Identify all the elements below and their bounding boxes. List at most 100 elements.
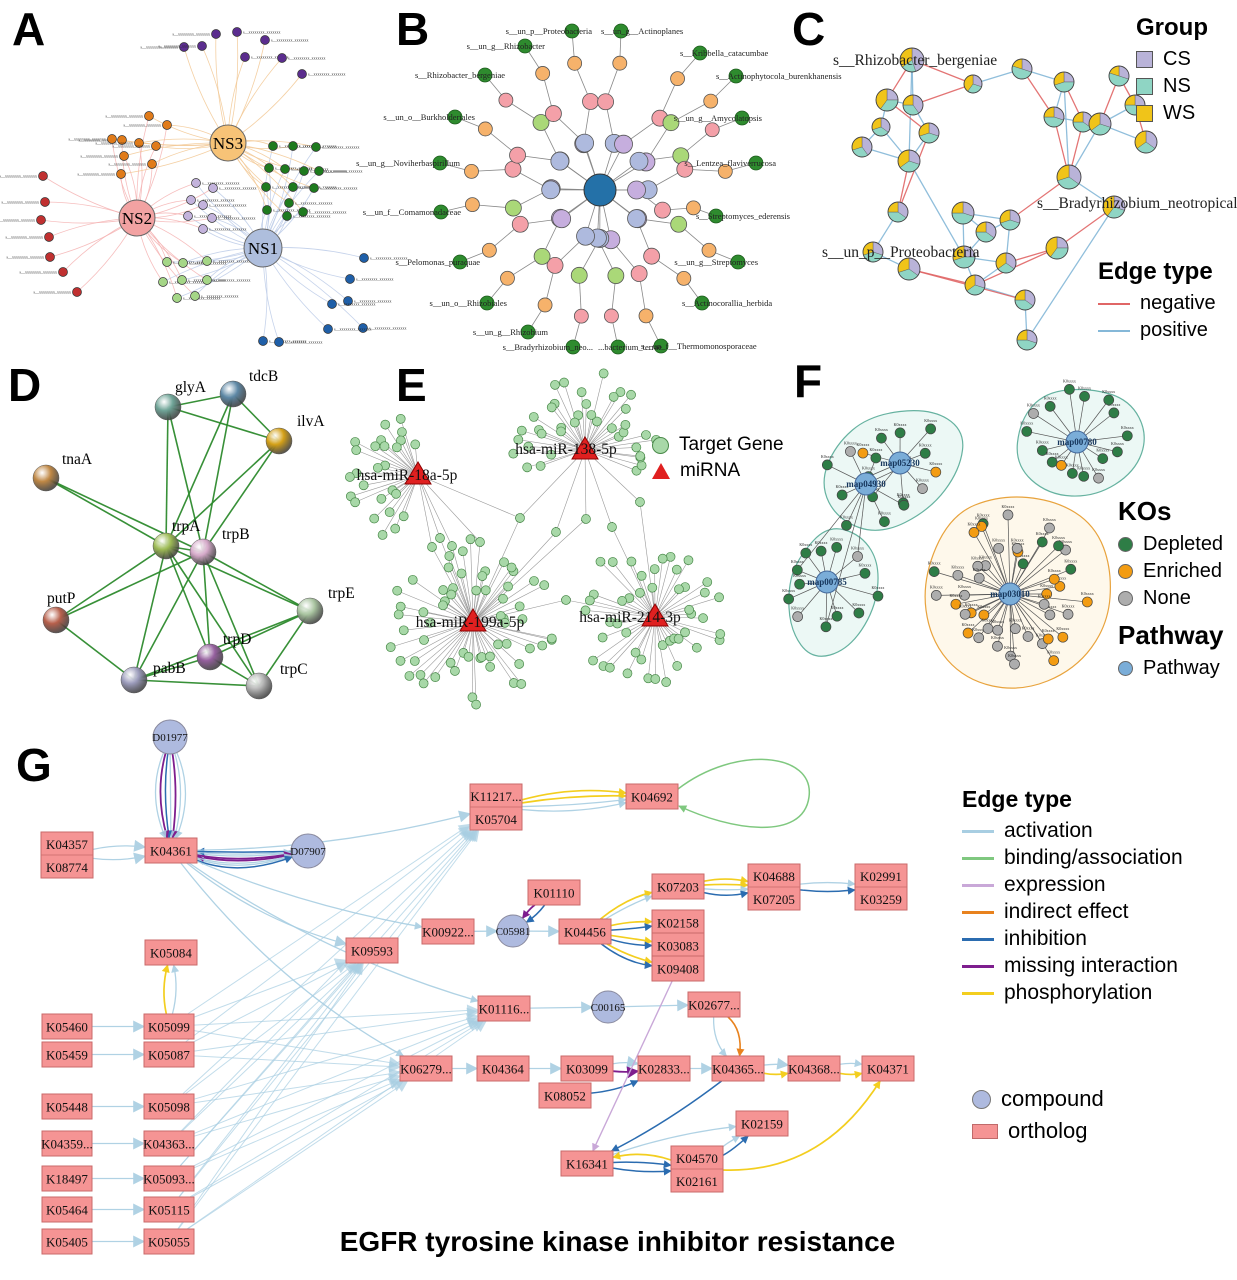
- network-label: s__xxxxxxxx_xxxxxxx: [273, 208, 311, 213]
- ortholog-node-K05464: [41, 1196, 93, 1223]
- target-gene-node: [480, 585, 491, 596]
- edge-exp: [592, 980, 673, 1152]
- edge-ind: [727, 1016, 745, 1057]
- taxon-node: [597, 93, 615, 111]
- cs-swatch: [1136, 51, 1153, 68]
- network-label: K02991: [860, 869, 902, 884]
- taxon-node: [541, 180, 561, 200]
- network-label: s__xxxxxxxx_xxxxxxx: [308, 72, 346, 77]
- taxon-node: [552, 209, 572, 229]
- network-label: s__xxxxxxxx_xxxxxxx: [105, 114, 143, 119]
- target-gene-node: [418, 678, 429, 689]
- network-label: s__xxxxxxxx_xxxxxxx: [369, 326, 407, 331]
- mirna-target-edge: [403, 621, 474, 633]
- ko-node: [815, 545, 827, 557]
- taxon-node: [670, 215, 688, 233]
- taxon-node: [297, 69, 307, 79]
- network-label: K0xxxx: [1004, 645, 1017, 650]
- taxon-node: [654, 201, 671, 219]
- edge-pho: [839, 1070, 863, 1079]
- mirna-target-edge: [584, 433, 647, 451]
- mirna-hub-m18: [404, 461, 432, 485]
- taxon-node: [638, 308, 654, 324]
- target-gene-node: [617, 596, 627, 606]
- target-gene-node: [410, 439, 421, 450]
- edge-mis: [196, 851, 293, 860]
- target-gene-node: [372, 462, 383, 473]
- positive-label: positive: [1140, 319, 1208, 341]
- network-label: K0xxxx: [1121, 425, 1134, 430]
- network-label: s__Rhizobacter_bergeniae: [833, 52, 997, 69]
- ortholog-node-K05084: [144, 939, 198, 966]
- target-gene-node: [702, 577, 713, 587]
- target-gene-node: [475, 537, 485, 547]
- network-label: K0xxxx: [791, 606, 804, 611]
- network-label: K09593: [351, 944, 393, 959]
- network-label: trpB: [222, 526, 250, 543]
- ko-node: [894, 427, 906, 439]
- ortholog-node-K02677...: [687, 991, 741, 1018]
- cooccurrence-edge: [1063, 81, 1070, 178]
- cooccurrence-edge: [897, 132, 930, 213]
- ortholog-node-K04456: [558, 918, 612, 945]
- edge-act: [175, 752, 187, 839]
- taxon-node: [511, 215, 529, 233]
- ws-swatch: [1136, 105, 1153, 122]
- network-label: s__xxxxxxxx_xxxxxxx: [173, 260, 211, 265]
- string-edge: [133, 610, 311, 681]
- network-label: map00785: [807, 577, 847, 587]
- network-label: K0xxxx: [919, 442, 932, 447]
- target-gene-node: [465, 534, 476, 545]
- target-gene-node: [580, 605, 591, 616]
- taxon-node: [630, 265, 648, 283]
- network-label: K0xxxx: [1036, 439, 1049, 444]
- taxon-node: [36, 215, 46, 225]
- network-label: D07907: [290, 846, 326, 858]
- pie-node: [899, 47, 925, 73]
- target-gene-node: [506, 562, 517, 573]
- network-label: K04456: [564, 925, 606, 940]
- taxon-leaf: [479, 295, 495, 311]
- binding-self-loop: [677, 758, 810, 829]
- network-label: K05098: [148, 1100, 190, 1115]
- target-gene-node: [391, 442, 402, 453]
- target-gene-icon: [652, 436, 669, 454]
- string-edge: [165, 545, 211, 658]
- ko-node: [857, 447, 869, 459]
- network-label: s__xxxxxxxx_xxxxxxx: [310, 169, 348, 174]
- taxon-node: [202, 275, 212, 285]
- target-gene-node: [499, 557, 509, 568]
- ortholog-node-K04363...: [143, 1130, 195, 1157]
- network-label: K0xxxx: [1008, 653, 1021, 658]
- network-label: s__xxxxxxxx_xxxxxxx: [293, 214, 331, 219]
- indirect-effect-label: indirect effect: [1004, 900, 1129, 923]
- ortholog-node-K03099: [560, 1055, 614, 1082]
- taxon-node: [186, 195, 196, 205]
- network-label: K0xxxx: [799, 542, 812, 547]
- network-label: pabB: [153, 660, 186, 677]
- network-label: s__xxxxxxxx_xxxxxxx: [213, 278, 251, 283]
- network-label: s__un_g__Rhizobacter: [467, 41, 546, 51]
- edge-act: [839, 1059, 863, 1068]
- ko-node: [791, 564, 803, 576]
- network-label: s__xxxxxxxx_xxxxxxx: [209, 203, 247, 208]
- compound-node-D01977: [152, 719, 188, 755]
- target-gene-node: [581, 514, 591, 524]
- ortholog-node-K06279...: [399, 1055, 453, 1082]
- taxon-node: [604, 308, 619, 324]
- cooccurrence-edge: [1026, 206, 1115, 341]
- network-label: s__un_g__Amycolatopsis: [674, 113, 762, 123]
- ko-edge: [1009, 549, 1066, 595]
- ko-node: [1121, 430, 1133, 442]
- ko-node: [1038, 598, 1050, 610]
- network-label: putP: [47, 590, 75, 607]
- ortholog-icon: [972, 1123, 998, 1139]
- target-gene-node: [612, 618, 623, 629]
- target-gene-node: [539, 580, 550, 590]
- network-label: K04570: [676, 1151, 718, 1166]
- edge-act: [521, 796, 627, 808]
- network-label: s__un_f__Comamonadaceae: [363, 207, 461, 217]
- target-gene-node: [438, 585, 449, 595]
- network-label: K0xxxx: [1053, 575, 1066, 580]
- edge-pho: [521, 791, 627, 804]
